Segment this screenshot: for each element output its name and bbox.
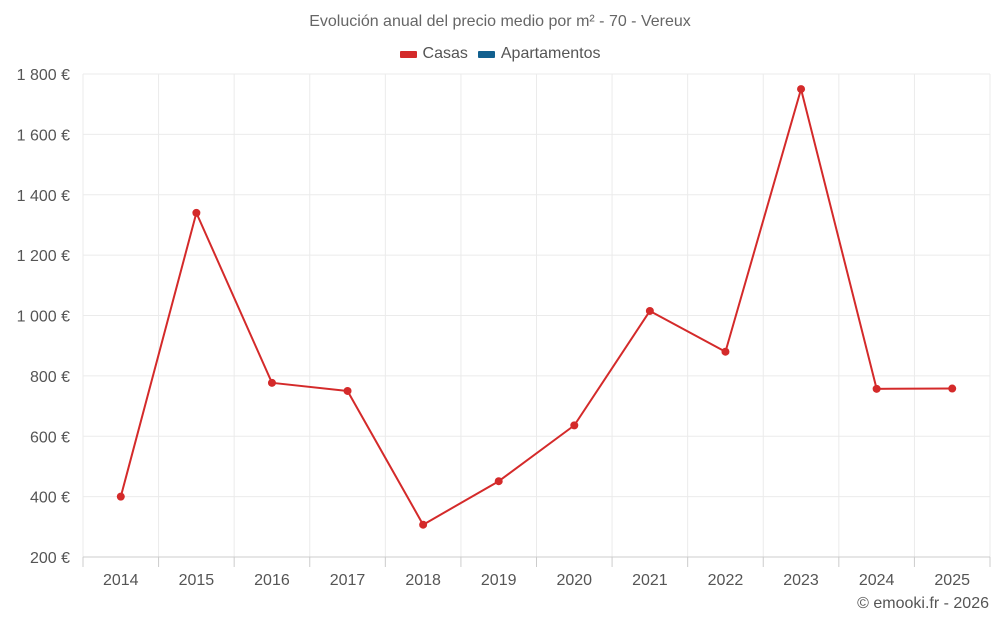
data-point [645, 306, 654, 315]
y-tick-label: 800 € [30, 369, 70, 386]
series-lines [119, 88, 953, 526]
legend-item-apartamentos[interactable]: Apartamentos [477, 45, 601, 63]
axes [82, 556, 991, 567]
x-tick-label: 2015 [179, 572, 215, 589]
x-tick-label: 2023 [783, 572, 819, 589]
legend-swatch-casas [399, 50, 417, 58]
series-points [116, 85, 957, 529]
x-tick-label: 2018 [405, 572, 441, 589]
y-tick-label: 1 800 € [17, 67, 70, 84]
y-tick-label: 400 € [30, 490, 70, 507]
y-tick-label: 600 € [30, 429, 70, 446]
legend-item-casas[interactable]: Casas [399, 45, 468, 63]
y-tick-label: 1 200 € [17, 248, 70, 265]
y-axis-labels: 200 € 400 € 600 € 800 € 1 000 € 1 200 € 1 400 … [17, 67, 70, 567]
x-tick-label: 2020 [556, 572, 592, 589]
x-tick-label: 2019 [481, 572, 517, 589]
data-point [192, 208, 201, 217]
series-line-casas [119, 88, 953, 526]
y-tick-label: 200 € [30, 550, 70, 567]
chart-title: Evolución anual del precio medio por m² … [309, 13, 691, 30]
y-tick-label: 1 400 € [17, 188, 70, 205]
x-tick-label: 2021 [632, 572, 668, 589]
data-point [797, 85, 806, 94]
data-point [116, 492, 125, 501]
legend: Casas Apartamentos [0, 45, 1000, 63]
data-point [494, 477, 503, 486]
x-tick-label: 2024 [859, 572, 895, 589]
data-point [721, 347, 730, 356]
grid [82, 73, 991, 557]
x-tick-label: 2022 [708, 572, 744, 589]
x-tick-label: 2017 [330, 572, 366, 589]
data-point [948, 384, 957, 393]
credit-text: © emooki.fr - 2026 [857, 595, 989, 612]
legend-label-casas: Casas [422, 45, 468, 62]
x-axis-labels: 2014 2015 2016 2017 2018 2019 2020 2021 2022 2023… [103, 572, 970, 589]
data-point [872, 384, 881, 393]
data-point [570, 421, 579, 430]
legend-swatch-apartamentos [477, 50, 495, 58]
legend-label-apartamentos: Apartamentos [500, 45, 601, 62]
x-tick-label: 2025 [934, 572, 970, 589]
y-tick-label: 1 000 € [17, 309, 70, 326]
x-tick-label: 2016 [254, 572, 290, 589]
data-point [343, 386, 352, 395]
y-tick-label: 1 600 € [17, 127, 70, 144]
data-point [419, 520, 428, 529]
x-tick-label: 2014 [103, 572, 139, 589]
data-point [267, 378, 276, 387]
